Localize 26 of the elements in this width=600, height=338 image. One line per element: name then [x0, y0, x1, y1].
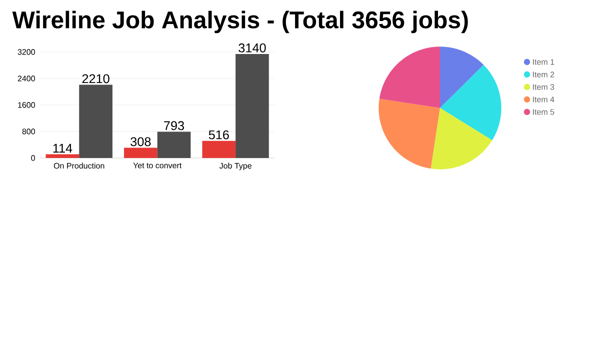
bar	[124, 148, 158, 158]
bar	[157, 132, 191, 158]
legend-label: Item 4	[532, 96, 554, 102]
legend-label: Item 3	[532, 84, 554, 90]
y-tick-label: 1600	[18, 102, 35, 108]
legend-label: Item 1	[532, 59, 554, 65]
x-tick-label: On Production	[54, 162, 104, 169]
data-label: 114	[53, 144, 72, 153]
bar	[46, 154, 80, 158]
data-label: 793	[164, 121, 184, 130]
legend-label: Item 2	[532, 72, 554, 78]
x-tick-label: Yet to convert	[133, 162, 182, 168]
x-tick-label: Job Type	[219, 162, 252, 170]
bar	[236, 54, 269, 158]
chart-title: Wireline Job Analysis - (Total 3656 jobs)	[12, 10, 468, 34]
bar	[202, 140, 236, 158]
legend-label: Item 5	[532, 109, 554, 115]
bar	[79, 84, 112, 158]
y-tick-label: 3200	[18, 49, 35, 55]
y-tick-label: 800	[22, 128, 35, 134]
y-tick-label: 2400	[18, 76, 35, 82]
data-label: 516	[208, 130, 229, 140]
data-label: 3140	[238, 43, 266, 52]
data-label: 308	[130, 137, 151, 146]
data-label: 2210	[82, 74, 110, 84]
y-tick-label: 0	[31, 155, 35, 161]
